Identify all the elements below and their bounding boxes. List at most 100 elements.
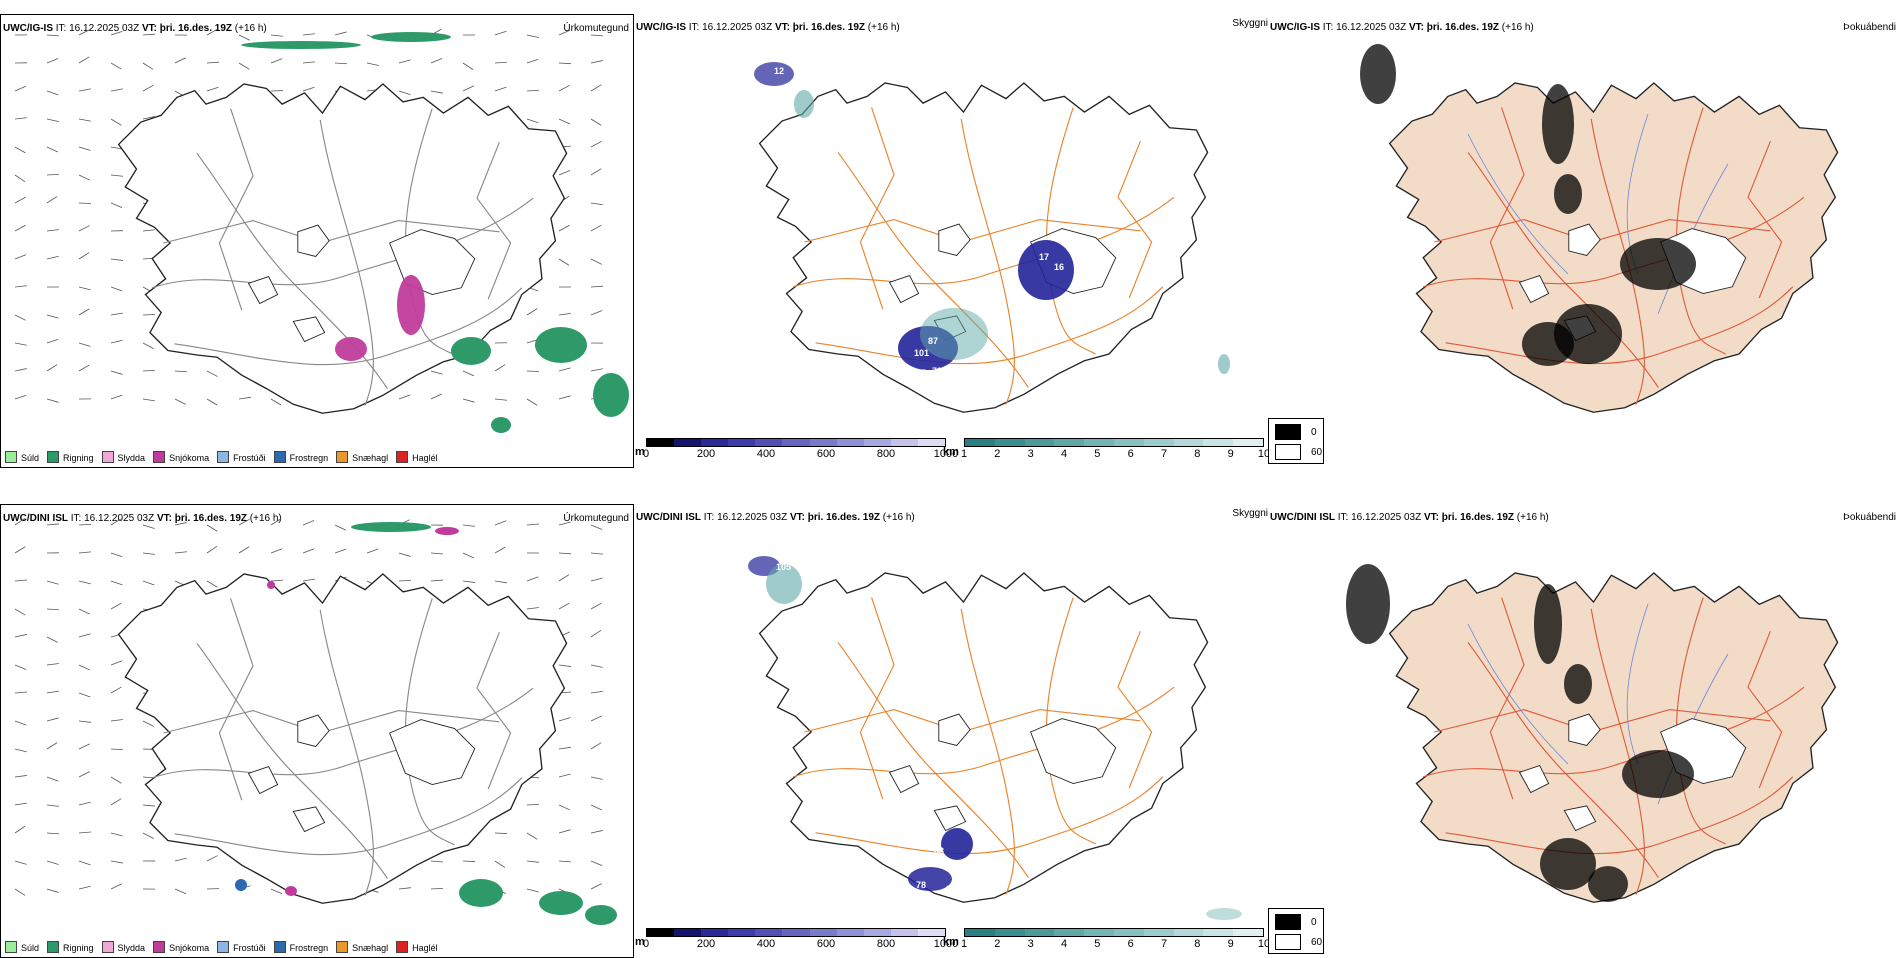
tick-label: 200: [697, 938, 715, 950]
fog-scale-row-1: 60: [1275, 934, 1322, 950]
cloud-base-label: 9: [1059, 302, 1064, 312]
precip-type-panel: UWC/DINI ISL IT: 16.12.2025 03Z VT: þri.…: [0, 504, 634, 958]
low-cloud-area: [941, 828, 973, 860]
legend-label: Rigning: [63, 943, 94, 953]
legend-label: Snæhagl: [352, 943, 388, 953]
tick-label: 5: [1094, 938, 1100, 950]
low-visibility-area: [1218, 354, 1230, 374]
fog-area: [1554, 304, 1622, 364]
rain-area: [459, 879, 503, 907]
fog-scale-box: 0 60: [1268, 418, 1324, 464]
legend-item-1: Rigning: [47, 941, 94, 953]
legend-label: Súld: [21, 943, 39, 953]
tick-label: 4: [1061, 448, 1067, 460]
legend-label: Snjókoma: [169, 453, 209, 463]
legend-swatch: [217, 451, 229, 463]
tick-label: 7: [1161, 938, 1167, 950]
fog-scale-box: 0 60: [1268, 908, 1324, 954]
low-visibility-area: [1206, 908, 1242, 920]
legend-label: Slydda: [118, 453, 146, 463]
cloud-base-label: 78: [932, 366, 942, 376]
cloud-visibility-panel: UWC/IG-IS IT: 16.12.2025 03Z VT: þri. 16…: [634, 14, 1268, 468]
legend-swatch: [5, 451, 17, 463]
fog-area: [1554, 174, 1582, 214]
legend-swatch: [336, 451, 348, 463]
legend-swatch: [274, 941, 286, 953]
tick-label: 1: [961, 448, 967, 460]
legend-swatch: [336, 941, 348, 953]
tick-label: 800: [877, 938, 895, 950]
legend-item-7: Haglél: [396, 451, 438, 463]
tick-label: 400: [757, 448, 775, 460]
cloud-visibility-panel: UWC/DINI ISL IT: 16.12.2025 03Z VT: þri.…: [634, 504, 1268, 958]
cloud-base-label: 63: [934, 846, 944, 856]
snow-area: [267, 581, 275, 589]
precip-map: [1, 505, 633, 925]
cloud-base-label: 101: [914, 348, 929, 358]
legend-label: Snæhagl: [352, 453, 388, 463]
legend-label: Frostúði: [233, 453, 266, 463]
snow-area: [285, 886, 297, 896]
tick-label: 800: [877, 448, 895, 460]
legend-swatch: [274, 451, 286, 463]
legend-swatch: [102, 941, 114, 953]
tick-label: 8: [1194, 938, 1200, 950]
rain-area: [491, 417, 511, 433]
fog-index-panel: UWC/DINI ISL IT: 16.12.2025 03Z VT: þri.…: [1268, 504, 1900, 958]
legend-item-1: Rigning: [47, 451, 94, 463]
tick-label: 9: [1228, 938, 1234, 950]
legend-item-3: Snjókoma: [153, 941, 209, 953]
tick-label: 4: [1061, 938, 1067, 950]
fog-area: [1542, 84, 1574, 164]
rain-area: [585, 905, 617, 925]
rain-area: [593, 373, 629, 417]
cloud-base-label: 16: [1054, 262, 1064, 272]
freezing-rain-area: [235, 879, 247, 891]
tick-label: 600: [817, 938, 835, 950]
tick-label: 2: [994, 448, 1000, 460]
legend-item-2: Slydda: [102, 451, 146, 463]
snow-area: [397, 275, 425, 335]
legend-swatch: [47, 451, 59, 463]
rain-area: [351, 522, 431, 532]
fog-area: [1540, 838, 1596, 890]
snow-area: [435, 527, 459, 535]
tick-label: 3: [1028, 448, 1034, 460]
fog-scale-row-0: 0: [1275, 914, 1317, 930]
fog-index-panel: UWC/IG-IS IT: 16.12.2025 03Z VT: þri. 16…: [1268, 14, 1900, 468]
rain-area: [451, 337, 491, 365]
rain-area: [535, 327, 587, 363]
tick-label: 8: [1194, 448, 1200, 460]
fog-map: [1268, 504, 1900, 924]
cloud-base-label: 12: [774, 66, 784, 76]
tick-label: 6: [1128, 938, 1134, 950]
fog-scale-row-1: 60: [1275, 444, 1322, 460]
rain-area: [241, 41, 361, 49]
legend-label: Frostregn: [290, 453, 329, 463]
visibility-unit: km: [943, 936, 959, 948]
legend-swatch: [5, 941, 17, 953]
visibility-strip: [964, 438, 1264, 447]
fog-map: [1268, 14, 1900, 434]
legend-swatch: [153, 451, 165, 463]
legend-item-5: Frostregn: [274, 941, 329, 953]
low-visibility-area: [920, 308, 988, 360]
legend-swatch: [217, 941, 229, 953]
precip-type-panel: UWC/IG-IS IT: 16.12.2025 03Z VT: þri. 16…: [0, 14, 634, 468]
fog-scale-row-0: 0: [1275, 424, 1317, 440]
visibility-unit: km: [943, 446, 959, 458]
fog-area: [1346, 564, 1390, 644]
tick-label: 200: [697, 448, 715, 460]
cloud-base-label: 17: [1039, 252, 1049, 262]
snow-area: [335, 337, 367, 361]
low-cloud-area: [1018, 240, 1074, 300]
cloud-base-label: 87: [916, 368, 926, 378]
legend-swatch: [47, 941, 59, 953]
